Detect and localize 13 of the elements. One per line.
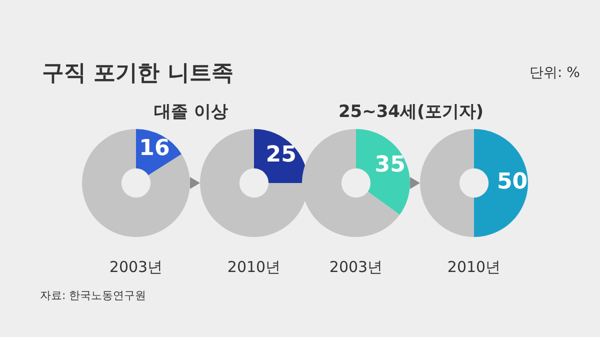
chart-subtitle: 25~34세(포기자) <box>337 101 485 123</box>
chart-subtitle: 대졸 이상 <box>153 101 229 123</box>
text: 2010년 <box>446 258 502 277</box>
text: 단위: % <box>530 64 580 82</box>
text: 자료: 한국노동연구원 <box>40 288 146 303</box>
data-label: 16 <box>139 136 170 162</box>
data-label: 25 <box>266 142 296 168</box>
chart-title: 구직 포기한 니트족 <box>42 60 234 88</box>
text: 2003년 <box>108 258 164 277</box>
text: 2003년 <box>328 258 384 277</box>
data-label: 50 <box>496 170 528 195</box>
text: 2010년 <box>226 258 282 277</box>
data-label: 35 <box>374 152 406 178</box>
